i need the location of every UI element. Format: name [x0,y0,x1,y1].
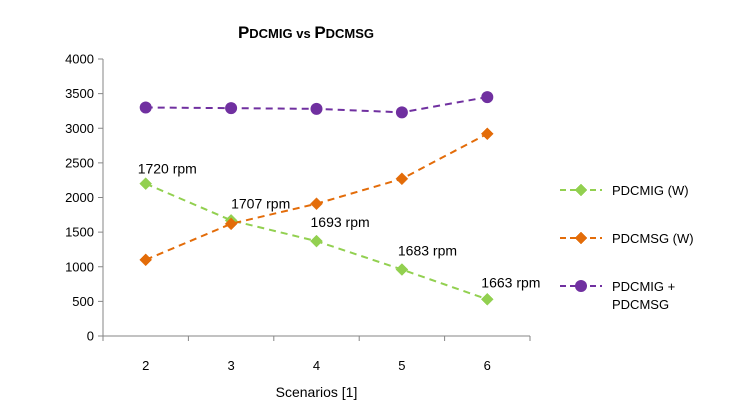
data-point-pdcmsg-w [311,198,323,210]
legend-marker-pdcmig-w [575,184,587,196]
x-tick-label: 6 [484,358,491,373]
x-tick-label: 2 [142,358,149,373]
y-tick-label: 2500 [65,155,94,170]
data-point-pdcmig-w [311,235,323,247]
x-tick-label: 5 [398,358,405,373]
annotation-label: 1693 rpm [311,214,370,230]
data-point-pdcmig-pdcmsg [311,103,323,115]
data-point-pdcmig-pdcmsg [140,101,152,113]
y-tick-label: 4000 [65,52,94,67]
data-point-pdcmig-w [140,178,152,190]
chart-title: PDCMIG vs PDCMSG [238,23,374,42]
line-chart: PDCMIG vs PDCMSG 0 500 1000 1500 2000 2500 3000… [0,0,732,409]
x-axis-label: Scenarios [1] [276,384,358,400]
x-tick-label: 4 [313,358,320,373]
y-tick-label: 2000 [65,190,94,205]
y-tick-label: 500 [72,294,94,309]
data-point-pdcmig-w [481,293,493,305]
data-point-pdcmig-pdcmsg [481,91,493,103]
y-tick-label: 0 [87,329,94,344]
data-point-pdcmsg-w [481,128,493,140]
legend-marker-pdcmig-pdcmsg [575,280,587,292]
data-point-pdcmig-pdcmsg [225,102,237,114]
annotation-label: 1707 rpm [231,195,290,211]
chart: PDCMIG vs PDCMSG 0 500 1000 1500 2000 2500 3000… [0,0,732,409]
annotation-label: 1720 rpm [138,161,197,177]
legend-label: PDCMIG + [612,279,675,294]
legend-label: PDCMIG (W) [612,183,689,198]
legend-label: PDCMSG [612,297,669,312]
y-tick-label: 3000 [65,121,94,136]
y-tick-label: 3500 [65,86,94,101]
x-tick-label: 3 [227,358,234,373]
y-tick-label: 1500 [65,225,94,240]
data-point-pdcmsg-w [140,254,152,266]
data-point-pdcmig-pdcmsg [396,106,408,118]
annotation-label: 1683 rpm [398,243,457,259]
annotation-label: 1663 rpm [481,274,540,290]
data-point-pdcmig-w [396,264,408,276]
legend-marker-pdcmsg-w [575,232,587,244]
data-point-pdcmsg-w [396,173,408,185]
y-tick-label: 1000 [65,259,94,274]
legend-label: PDCMSG (W) [612,231,694,246]
